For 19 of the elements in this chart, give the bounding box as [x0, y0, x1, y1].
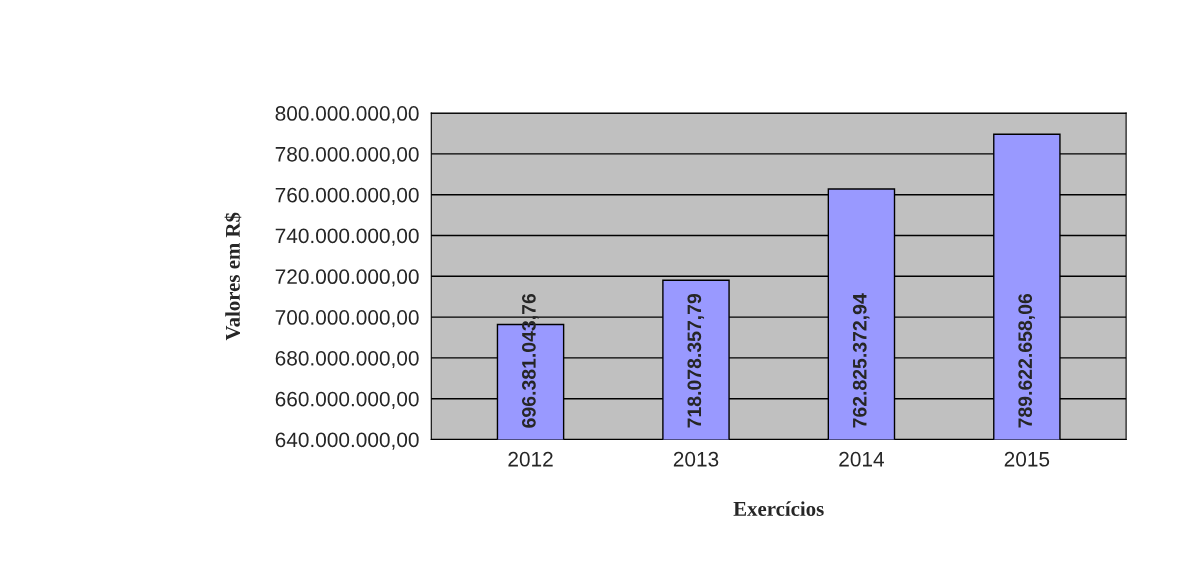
- y-tick-label: 680.000.000,00: [275, 350, 419, 369]
- y-tick-label: 740.000.000,00: [275, 228, 419, 246]
- data-label: 762.825.372,94: [852, 293, 870, 428]
- x-tick-label: 2015: [1004, 451, 1050, 467]
- y-tick-label: 780.000.000,00: [275, 146, 419, 165]
- y-tick-label: 720.000.000,00: [275, 269, 419, 287]
- data-label: 789.622.658,06: [1018, 293, 1035, 428]
- x-axis-title: Exercícios: [733, 501, 824, 516]
- y-tick-label: 640.000.000,00: [275, 432, 419, 450]
- x-tick-label: 2012: [508, 451, 553, 467]
- y-tick-label: 760.000.000,00: [275, 187, 419, 205]
- y-axis-title: Valores em R$: [224, 212, 242, 341]
- data-label: 696.381.043,76: [521, 293, 539, 428]
- data-label: 718.078.357,79: [687, 293, 705, 428]
- x-tick-label: 2013: [673, 451, 719, 467]
- y-tick-label: 660.000.000,00: [275, 391, 419, 409]
- y-tick-label: 800.000.000,00: [275, 106, 419, 124]
- y-tick-label: 700.000.000,00: [275, 310, 419, 328]
- x-tick-label: 2014: [839, 451, 884, 467]
